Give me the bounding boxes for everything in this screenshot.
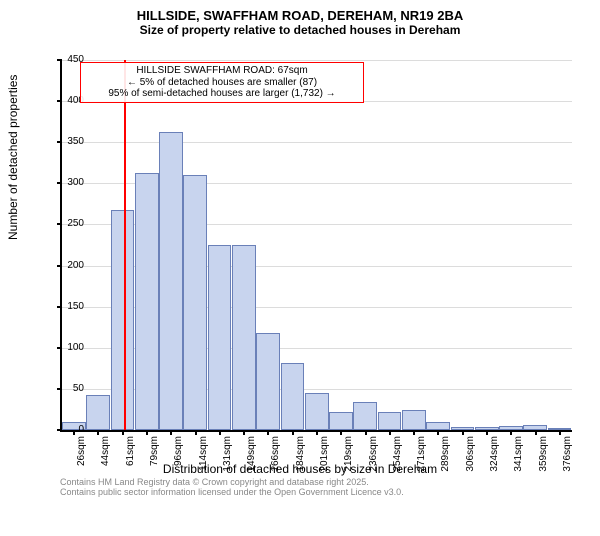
ytick-label: 150 <box>44 301 84 312</box>
xtick-mark <box>267 430 269 435</box>
footer-line1: Contains HM Land Registry data © Crown c… <box>60 477 369 487</box>
xtick-mark <box>510 430 512 435</box>
xtick-label: 289sqm <box>440 436 451 536</box>
ytick-label: 300 <box>44 177 84 188</box>
plot-area <box>60 60 572 432</box>
xtick-mark <box>146 430 148 435</box>
xtick-label: 376sqm <box>562 436 573 536</box>
xtick-mark <box>219 430 221 435</box>
property-marker-line <box>124 60 126 430</box>
histogram-bar <box>135 173 159 430</box>
ytick-label: 450 <box>44 54 84 65</box>
y-axis-label: Number of detached properties <box>6 75 20 240</box>
histogram-bar <box>426 422 450 430</box>
chart-subtitle: Size of property relative to detached ho… <box>0 23 600 37</box>
xtick-mark <box>437 430 439 435</box>
xtick-mark <box>389 430 391 435</box>
xtick-label: 324sqm <box>489 436 500 536</box>
xtick-mark <box>195 430 197 435</box>
annotation-line3: 95% of semi-detached houses are larger (… <box>108 88 335 99</box>
gridline <box>62 60 572 61</box>
chart-title: HILLSIDE, SWAFFHAM ROAD, DEREHAM, NR19 2… <box>0 0 600 23</box>
ytick-label: 50 <box>44 383 84 394</box>
footer-line2: Contains public sector information licen… <box>60 487 404 497</box>
xtick-mark <box>486 430 488 435</box>
histogram-bar <box>305 393 329 430</box>
xtick-mark <box>292 430 294 435</box>
xtick-mark <box>243 430 245 435</box>
xtick-mark <box>413 430 415 435</box>
xtick-label: 359sqm <box>538 436 549 536</box>
chart-container: HILLSIDE, SWAFFHAM ROAD, DEREHAM, NR19 2… <box>0 0 600 500</box>
annotation-title: HILLSIDE SWAFFHAM ROAD: 67sqm <box>136 65 307 76</box>
annotation-box: HILLSIDE SWAFFHAM ROAD: 67sqm← 5% of det… <box>80 62 364 103</box>
gridline <box>62 142 572 143</box>
ytick-label: 0 <box>44 424 84 435</box>
xtick-mark <box>340 430 342 435</box>
histogram-bar <box>86 395 110 430</box>
histogram-bar <box>281 363 305 430</box>
histogram-bar <box>256 333 280 430</box>
ytick-label: 350 <box>44 136 84 147</box>
histogram-bar <box>378 412 402 430</box>
xtick-label: 271sqm <box>416 436 427 536</box>
histogram-bar <box>183 175 207 430</box>
xtick-mark <box>462 430 464 435</box>
annotation-line2: ← 5% of detached houses are smaller (87) <box>127 77 317 88</box>
xtick-mark <box>559 430 561 435</box>
xtick-mark <box>365 430 367 435</box>
ytick-label: 200 <box>44 260 84 271</box>
footer-attribution: Contains HM Land Registry data © Crown c… <box>60 478 404 498</box>
histogram-bar <box>402 410 426 430</box>
histogram-bar <box>208 245 232 430</box>
histogram-bar <box>111 210 135 430</box>
xtick-label: 341sqm <box>513 436 524 536</box>
xtick-mark <box>170 430 172 435</box>
histogram-bar <box>353 402 377 430</box>
ytick-label: 400 <box>44 95 84 106</box>
histogram-bar <box>232 245 256 430</box>
histogram-bar <box>329 412 353 430</box>
x-axis-label: Distribution of detached houses by size … <box>0 462 600 476</box>
ytick-label: 100 <box>44 342 84 353</box>
xtick-mark <box>97 430 99 435</box>
xtick-mark <box>316 430 318 435</box>
histogram-bar <box>159 132 183 430</box>
ytick-label: 250 <box>44 218 84 229</box>
xtick-label: 306sqm <box>465 436 476 536</box>
xtick-mark <box>122 430 124 435</box>
xtick-mark <box>535 430 537 435</box>
